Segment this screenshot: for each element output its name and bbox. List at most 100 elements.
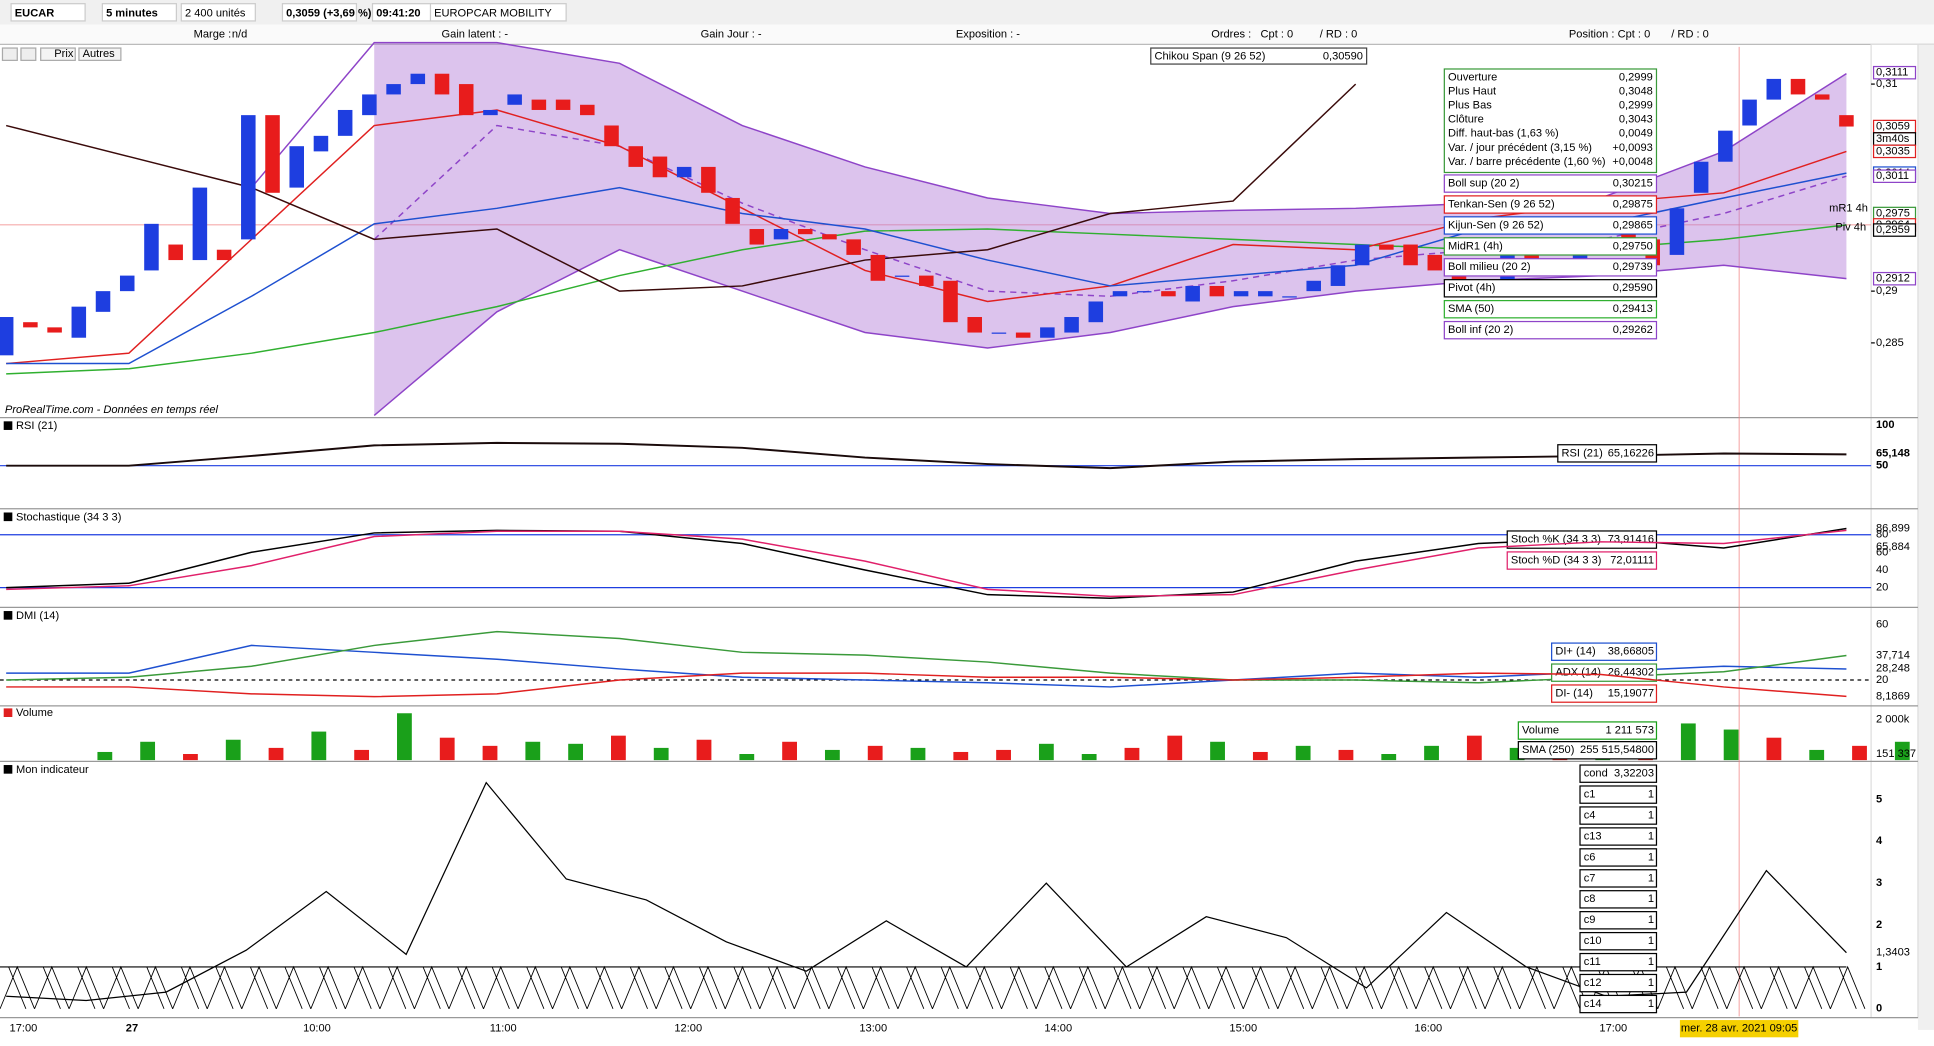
toolbar-field[interactable] bbox=[180, 3, 256, 22]
x-tick-label: 17:00 bbox=[10, 1023, 38, 1035]
legend-name: c10 bbox=[1584, 935, 1602, 947]
volume-bar bbox=[611, 735, 626, 761]
legend-name: c14 bbox=[1584, 998, 1602, 1010]
chikou-box bbox=[1150, 47, 1368, 65]
volume-bar bbox=[525, 741, 541, 761]
candle bbox=[95, 291, 111, 312]
legend-value: 1 bbox=[1648, 830, 1654, 842]
infobar-exposition: Exposition : - bbox=[956, 28, 1020, 40]
tab[interactable] bbox=[20, 47, 37, 61]
legend-name: Boll inf (20 2) bbox=[1448, 324, 1513, 336]
scrollbar[interactable] bbox=[1917, 44, 1934, 1030]
axis-label: 65,884 bbox=[1876, 541, 1910, 553]
legend-name: ADX (14) bbox=[1555, 667, 1601, 679]
legend-box bbox=[1443, 237, 1658, 256]
axis-label: 0,2912 bbox=[1876, 273, 1910, 285]
candle bbox=[1209, 285, 1225, 297]
candle bbox=[1790, 78, 1806, 95]
candle bbox=[1088, 301, 1104, 323]
legend-value: 1 bbox=[1648, 914, 1654, 926]
volume-bar bbox=[1381, 754, 1397, 761]
x-tick-label: 12:00 bbox=[674, 1023, 702, 1035]
legend-value: 3,32203 bbox=[1614, 768, 1654, 780]
tab[interactable] bbox=[1, 47, 18, 61]
candle bbox=[410, 73, 426, 85]
panel-icon bbox=[3, 512, 13, 522]
ohlc-value: 0,3048 bbox=[1619, 86, 1653, 98]
toolbar-field[interactable] bbox=[429, 3, 567, 22]
cond-line bbox=[6, 781, 1847, 1002]
y-tick-label: 2 bbox=[1876, 919, 1882, 931]
legend-value: 1 bbox=[1648, 935, 1654, 947]
ohlc-label: Plus Bas bbox=[1448, 100, 1492, 112]
panel-icon bbox=[3, 765, 13, 774]
volume-bar bbox=[354, 749, 370, 761]
legend-box bbox=[1443, 299, 1658, 319]
ohlc-value: 0,0049 bbox=[1619, 128, 1653, 140]
tab[interactable] bbox=[40, 47, 76, 61]
axis-label: 37,714 bbox=[1876, 649, 1910, 661]
legend-value: 0,29262 bbox=[1613, 324, 1653, 336]
candle bbox=[265, 115, 280, 193]
panel-title: Stochastique (34 3 3) bbox=[16, 511, 121, 523]
toolbar-field[interactable] bbox=[10, 3, 86, 22]
watermark: ProRealTime.com - Données en temps réel bbox=[5, 404, 219, 416]
ohlc-value: +0,0093 bbox=[1612, 142, 1652, 154]
legend-box bbox=[1579, 973, 1658, 993]
candle bbox=[580, 104, 595, 116]
axis-label: 8,1869 bbox=[1876, 690, 1910, 702]
y-tick-label: 50 bbox=[1876, 460, 1888, 472]
candle bbox=[192, 187, 208, 261]
y-tick-label: 0,285 bbox=[1876, 337, 1904, 349]
candle bbox=[1524, 254, 1539, 261]
infobar-position: Position : Cpt : 0 bbox=[1569, 28, 1650, 40]
volume-bar bbox=[910, 747, 926, 761]
legend-box bbox=[1579, 848, 1658, 867]
volume-bar bbox=[1809, 749, 1825, 761]
volume-bar bbox=[311, 731, 327, 761]
volume-bar bbox=[568, 743, 584, 761]
legend-value: 65,16226 bbox=[1608, 447, 1654, 459]
volume-bar bbox=[268, 747, 284, 761]
axis-label: 86,899 bbox=[1876, 523, 1910, 535]
legend-box bbox=[1579, 806, 1658, 825]
panel-title: DMI (14) bbox=[16, 610, 59, 622]
legend-name: Pivot (4h) bbox=[1448, 282, 1495, 294]
candle bbox=[168, 244, 183, 261]
infobar-ordres: Ordres : bbox=[1211, 28, 1251, 40]
ohlc-label: Ouverture bbox=[1448, 72, 1497, 84]
candle bbox=[458, 84, 474, 116]
legend-box bbox=[1551, 642, 1658, 661]
volume-bar bbox=[225, 739, 241, 761]
candle bbox=[1330, 265, 1346, 286]
volume-bar bbox=[397, 713, 412, 761]
level-label: mR1 4h bbox=[1829, 202, 1868, 214]
volume-bar bbox=[953, 751, 969, 761]
y-tick-label: 20 bbox=[1876, 674, 1888, 686]
legend-name: RSI (21) bbox=[1562, 447, 1603, 459]
legend-value: 0,29865 bbox=[1613, 219, 1653, 231]
volume-bar bbox=[1167, 735, 1183, 761]
toolbar-field[interactable] bbox=[281, 3, 358, 22]
candle bbox=[1354, 244, 1370, 266]
candle bbox=[749, 229, 765, 245]
volume-bar bbox=[1038, 743, 1054, 761]
toolbar-field[interactable] bbox=[101, 3, 177, 22]
candle bbox=[531, 99, 547, 110]
x-tick-label: 11:00 bbox=[490, 1023, 517, 1035]
x-tick-label: mer. 28 avr. 2021 09:05 bbox=[1681, 1023, 1797, 1035]
tab[interactable] bbox=[78, 47, 122, 61]
candle bbox=[1064, 317, 1079, 333]
cursor-date bbox=[1679, 1020, 1799, 1038]
volume-bar bbox=[1723, 729, 1739, 761]
volume-bar bbox=[1295, 745, 1311, 761]
legend-value: 0,29739 bbox=[1613, 261, 1653, 273]
ohlc-label: Plus Haut bbox=[1448, 86, 1496, 98]
volume-bar bbox=[653, 747, 669, 761]
volume-bar bbox=[1252, 751, 1268, 761]
y-tick-label: 60 bbox=[1876, 619, 1888, 631]
candle bbox=[483, 109, 498, 116]
stoch-line bbox=[6, 529, 1847, 598]
candle bbox=[47, 327, 62, 333]
legend-name: c9 bbox=[1584, 914, 1596, 926]
